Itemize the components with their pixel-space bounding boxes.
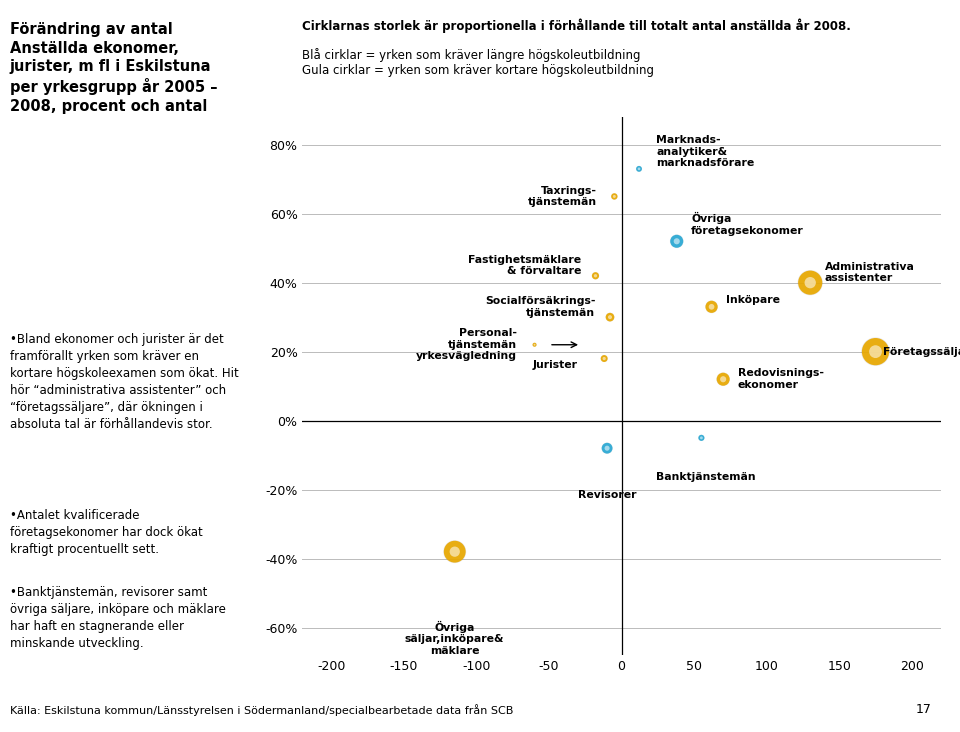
Point [447,546,463,558]
Point [588,270,603,282]
Text: Förändring av antal
Anställda ekonomer,
jurister, m fl i Eskilstuna
per yrkesgru: Förändring av antal Anställda ekonomer, … [10,22,217,114]
Point [694,432,709,444]
Point [527,339,542,351]
Point [704,301,719,313]
Point [599,442,614,454]
Text: Källa: Eskilstuna kommun/Länsstyrelsen i Södermanland/specialbearbetade data frå: Källa: Eskilstuna kommun/Länsstyrelsen i… [10,704,513,716]
Point [868,346,883,357]
Point [607,190,622,202]
Text: Övriga
företagsekonomer: Övriga företagsekonomer [691,212,804,236]
Point [632,163,647,175]
Point [694,432,709,444]
Text: Personal-
tjänstemän
yrkesvägledning: Personal- tjänstemän yrkesvägledning [416,328,517,362]
Point [632,163,647,175]
Text: •Banktjänstemän, revisorer samt
övriga säljare, inköpare och mäklare
har haft en: •Banktjänstemän, revisorer samt övriga s… [10,586,226,649]
Text: Socialförsäkrings-
tjänstemän: Socialförsäkrings- tjänstemän [485,296,595,318]
Text: Revisorer: Revisorer [578,490,636,500]
Text: 17: 17 [915,703,931,716]
Text: Banktjänstemän: Banktjänstemän [656,472,756,482]
Point [669,236,684,247]
Point [715,373,731,385]
Point [596,353,612,365]
Text: Inköpare: Inköpare [726,295,780,305]
Point [632,163,647,175]
Point [715,373,731,385]
Point [447,546,463,558]
Text: Redovisnings-
ekonomer: Redovisnings- ekonomer [737,368,824,390]
Point [607,190,622,202]
Text: Övriga
säljar,inköpare&
mäklare: Övriga säljar,inköpare& mäklare [405,621,505,656]
Point [704,301,719,313]
Text: •Antalet kvalificerade
företagsekonomer har dock ökat
kraftigt procentuellt sett: •Antalet kvalificerade företagsekonomer … [10,509,203,556]
Point [602,311,617,323]
Text: Taxrings-
tjänstemän: Taxrings- tjänstemän [528,186,597,207]
Text: Fastighetsmäklare
& förvaltare: Fastighetsmäklare & förvaltare [468,255,581,276]
Text: Cirklarnas storlek är proportionella i förhållande till totalt antal anställda å: Cirklarnas storlek är proportionella i f… [302,18,852,33]
Point [694,432,709,444]
Text: Företagssäljare: Företagssäljare [883,347,960,356]
Point [447,546,463,558]
Point [669,236,684,247]
Point [596,353,612,365]
Point [588,270,603,282]
Point [599,442,614,454]
Text: Jurister: Jurister [533,360,578,370]
Point [588,270,603,282]
Point [715,373,731,385]
Text: Blå cirklar = yrken som kräver längre högskoleutbildning
Gula cirklar = yrken so: Blå cirklar = yrken som kräver längre hö… [302,48,655,77]
Point [868,346,883,357]
Point [803,277,818,288]
Text: Marknads-
analytiker&
marknadsförare: Marknads- analytiker& marknadsförare [657,135,755,168]
Point [527,339,542,351]
Point [669,236,684,247]
Point [602,311,617,323]
Text: Administrativa
assistenter: Administrativa assistenter [825,261,915,283]
Point [868,346,883,357]
Point [602,311,617,323]
Point [803,277,818,288]
Point [527,339,542,351]
Point [607,190,622,202]
Point [803,277,818,288]
Point [596,353,612,365]
Point [599,442,614,454]
Point [704,301,719,313]
Text: •Bland ekonomer och jurister är det
framförallt yrken som kräver en
kortare högs: •Bland ekonomer och jurister är det fram… [10,333,238,431]
